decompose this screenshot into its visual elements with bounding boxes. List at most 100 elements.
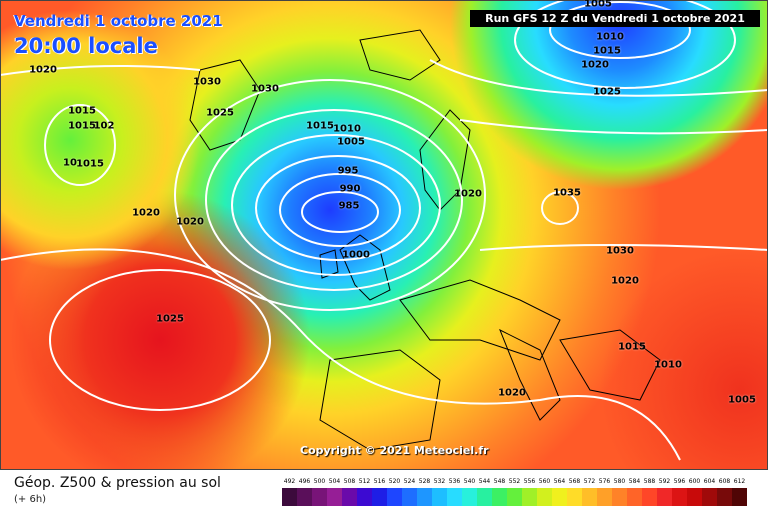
color-scale-label: 584: [628, 478, 641, 485]
color-scale-label: 516: [373, 478, 386, 485]
color-scale-label: 556: [523, 478, 536, 485]
color-scale-swatch: [687, 488, 702, 506]
color-scale-swatch: [522, 488, 537, 506]
color-scale-swatch: [507, 488, 522, 506]
color-scale-swatch: [372, 488, 387, 506]
color-scale-label: 504: [328, 478, 341, 485]
isobar-label: 1015: [76, 158, 104, 170]
color-scale-label: 512: [358, 478, 371, 485]
color-scale-label: 492: [283, 478, 296, 485]
color-scale-swatch: [342, 488, 357, 506]
isobar-label: 985: [338, 200, 360, 212]
color-scale-swatch: [552, 488, 567, 506]
isobar-label: 1020: [498, 387, 526, 399]
color-scale-label: 536: [448, 478, 461, 485]
isobars: [0, 0, 768, 460]
color-scale-swatch: [597, 488, 612, 506]
color-scale-swatch: [492, 488, 507, 506]
color-scale-swatch: [672, 488, 687, 506]
weather-map: Vendredi 1 octobre 2021 20:00 locale Run…: [0, 0, 768, 470]
product-title: Géop. Z500 & pression au sol: [14, 475, 221, 491]
geopotential-field: [0, 0, 768, 470]
isobar-label: 1015: [68, 120, 96, 132]
color-scale-swatch: [537, 488, 552, 506]
color-scale-label: 600: [688, 478, 701, 485]
isobar-label: 1025: [206, 107, 234, 119]
color-scale-swatch: [402, 488, 417, 506]
isobar-label: 1025: [156, 313, 184, 325]
color-scale-swatch: [297, 488, 312, 506]
isobar-label: 1035: [553, 187, 581, 199]
run-info-label: Run GFS 12 Z du Vendredi 1 octobre 2021: [470, 10, 760, 27]
isobar-label: 1020: [29, 64, 57, 76]
forecast-offset-label: (+ 6h): [14, 494, 47, 505]
time-label: 20:00 locale: [14, 34, 158, 58]
color-scale-swatch: [717, 488, 732, 506]
isobar-label: 1020: [581, 59, 609, 71]
color-scale-swatch: [387, 488, 402, 506]
color-scale-label: 528: [418, 478, 431, 485]
color-scale-label: 524: [403, 478, 416, 485]
color-scale-label: 580: [613, 478, 626, 485]
isobar-label: 990: [339, 183, 361, 195]
isobar-label: 1030: [251, 83, 279, 95]
color-scale-label: 592: [658, 478, 671, 485]
color-scale-label: 552: [508, 478, 521, 485]
color-scale-swatch: [657, 488, 672, 506]
coastlines: [189, 29, 661, 451]
color-scale-label: 520: [388, 478, 401, 485]
color-scale-label: 496: [298, 478, 311, 485]
color-scale-label: 608: [718, 478, 731, 485]
isobar-label: 1020: [611, 275, 639, 287]
color-scale-label: 532: [433, 478, 446, 485]
isobar-label: 1010: [654, 359, 682, 371]
color-scale-swatch: [732, 488, 747, 506]
isobar-label: 1025: [593, 86, 621, 98]
color-scale-swatch: [582, 488, 597, 506]
isobar-label: 1010: [333, 123, 361, 135]
isobar-label: 1010: [596, 31, 624, 43]
color-scale-swatch: [567, 488, 582, 506]
color-scale-swatch: [447, 488, 462, 506]
isobar-label: 1030: [193, 76, 221, 88]
color-scale-label: 572: [583, 478, 596, 485]
isobar-label: 1015: [68, 105, 96, 117]
color-scale-swatch: [627, 488, 642, 506]
isobar-label: 1005: [728, 394, 756, 406]
color-scale-swatch: [462, 488, 477, 506]
isobar-label: 1005: [584, 0, 612, 10]
color-scale-label: 588: [643, 478, 656, 485]
isobar-label: 102: [93, 120, 115, 132]
color-scale-label: 612: [733, 478, 746, 485]
color-scale-swatch: [312, 488, 327, 506]
color-scale-label: 564: [553, 478, 566, 485]
color-scale-swatch: [327, 488, 342, 506]
color-scale-swatch: [432, 488, 447, 506]
isobar-label: 1015: [593, 45, 621, 57]
color-scale-swatch: [477, 488, 492, 506]
isobar-label: 1015: [618, 341, 646, 353]
color-scale-swatch: [642, 488, 657, 506]
color-scale: 492 496 500 504 508 512 516 520 524 528 532 536 540 5…: [282, 478, 752, 508]
copyright-label: Copyright © 2021 Meteociel.fr: [300, 444, 489, 457]
color-scale-label: 560: [538, 478, 551, 485]
isobar-label: 1020: [176, 216, 204, 228]
date-label: Vendredi 1 octobre 2021: [14, 12, 223, 30]
color-scale-label: 576: [598, 478, 611, 485]
color-scale-label: 596: [673, 478, 686, 485]
color-scale-label: 604: [703, 478, 716, 485]
isobar-label: 1000: [342, 249, 370, 261]
color-scale-label: 548: [493, 478, 506, 485]
isobar-label: 995: [337, 165, 359, 177]
color-scale-label: 568: [568, 478, 581, 485]
isobar-label: 10: [63, 157, 77, 169]
color-scale-swatch: [417, 488, 432, 506]
isobar-label: 1020: [454, 188, 482, 200]
color-scale-swatch: [357, 488, 372, 506]
isobar-label: 1015: [306, 120, 334, 132]
color-scale-label: 544: [478, 478, 491, 485]
color-scale-swatch: [612, 488, 627, 506]
isobar-label: 1020: [132, 207, 160, 219]
isobar-label: 1030: [606, 245, 634, 257]
color-scale-label: 508: [343, 478, 356, 485]
